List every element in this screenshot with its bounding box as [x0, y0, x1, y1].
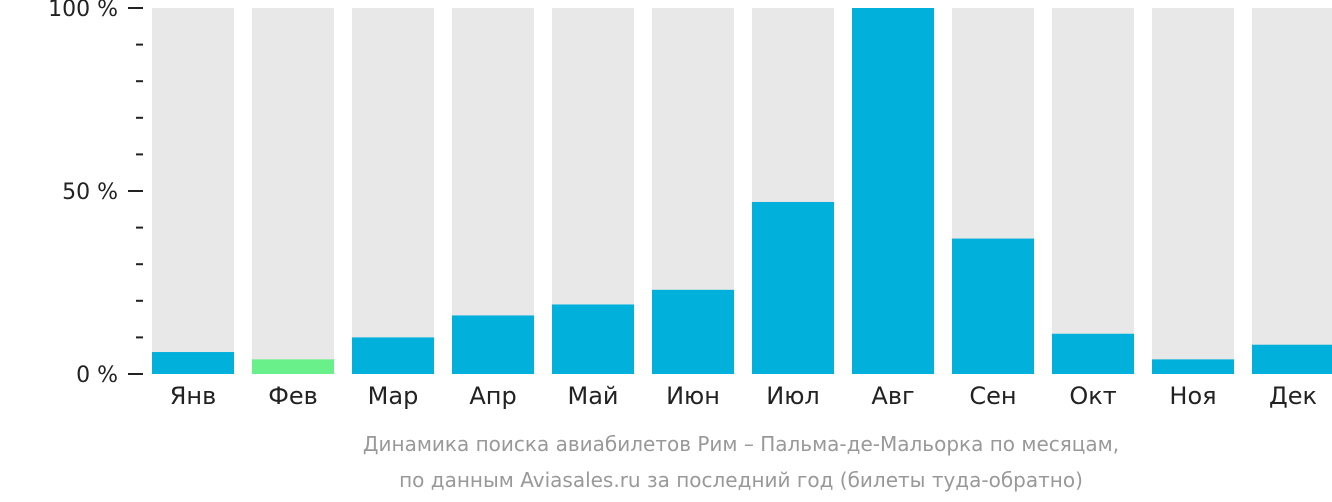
bar-track [452, 8, 534, 374]
bar-8 [852, 8, 934, 374]
x-tick-label: Дек [1269, 382, 1317, 410]
bar-10 [1052, 333, 1134, 374]
y-tick-label: 50 % [62, 180, 118, 205]
bar-7 [752, 201, 834, 374]
x-axis-labels: Янв Фев Мар Апр Май Июн Июл Авг Сен Окт Ноя Дек [170, 382, 1317, 410]
y-tick-label: 100 % [48, 0, 118, 22]
x-tick-label: Сен [969, 382, 1016, 410]
y-axis: 0 % 50 % 100 % [48, 0, 143, 388]
bar-track [152, 8, 234, 374]
bar-5 [552, 304, 634, 374]
bar-11 [1152, 359, 1234, 374]
x-tick-label: Июн [666, 382, 720, 410]
bar-track [1252, 8, 1332, 374]
chart-caption-line-2: по данным Aviasales.ru за последний год … [399, 468, 1083, 492]
bar-12 [1252, 344, 1332, 374]
bar-3 [352, 337, 434, 374]
x-tick-label: Окт [1069, 382, 1116, 410]
y-tick-label: 0 % [76, 363, 118, 388]
x-tick-label: Апр [469, 382, 516, 410]
bar-9 [952, 238, 1034, 374]
x-tick-label: Фев [268, 382, 318, 410]
bar-6 [652, 289, 734, 374]
x-tick-label: Янв [170, 382, 217, 410]
bar-1 [152, 352, 234, 374]
bar-2 [252, 359, 334, 374]
bar-track [1052, 8, 1134, 374]
x-tick-label: Июл [766, 382, 820, 410]
bars-group [152, 8, 1332, 374]
bar-track [1152, 8, 1234, 374]
x-tick-label: Авг [871, 382, 914, 410]
x-tick-label: Ноя [1169, 382, 1216, 410]
bar-4 [452, 315, 534, 374]
bar-track [352, 8, 434, 374]
x-tick-label: Мар [368, 382, 419, 410]
bar-track [252, 8, 334, 374]
chart-caption-line-1: Динамика поиска авиабилетов Рим – Пальма… [362, 432, 1120, 456]
x-tick-label: Май [567, 382, 618, 410]
